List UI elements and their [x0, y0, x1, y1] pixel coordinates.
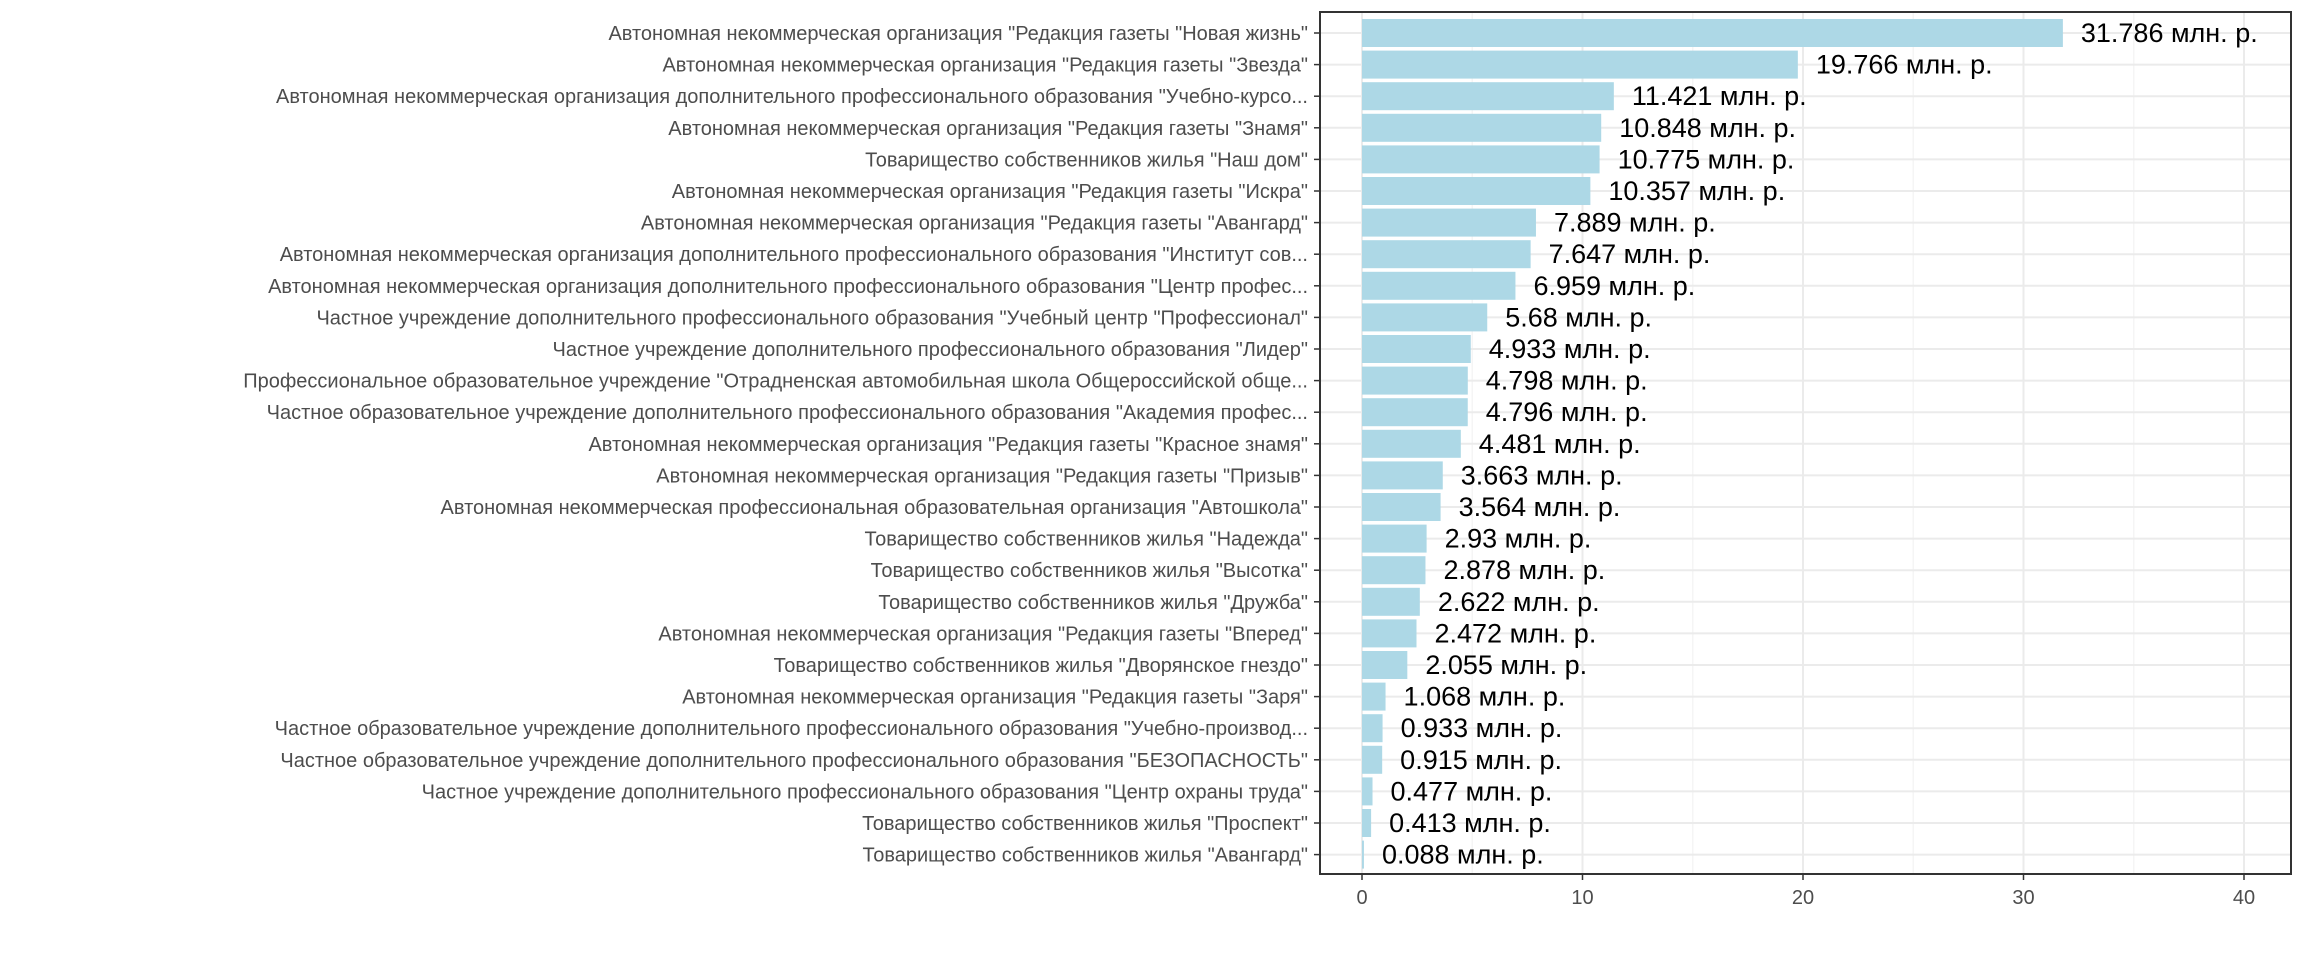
data-label: 2.93 млн. р. [1445, 524, 1592, 554]
data-label: 19.766 млн. р. [1816, 50, 1993, 80]
category-label: Частное учреждение дополнительного профе… [316, 307, 1308, 329]
category-label: Автономная некоммерческая организация "Р… [662, 55, 1308, 77]
category-label: Автономная некоммерческая профессиональн… [441, 497, 1308, 519]
data-label: 5.68 млн. р. [1505, 302, 1652, 332]
category-label: Автономная некоммерческая организация "Р… [656, 465, 1308, 487]
bar-layer [1362, 19, 2063, 869]
data-label: 10.848 млн. р. [1619, 113, 1796, 143]
data-label: 4.481 млн. р. [1479, 429, 1641, 459]
data-label: 3.663 млн. р. [1461, 460, 1623, 490]
panel-border [1319, 11, 2292, 875]
data-label: 4.798 млн. р. [1486, 366, 1648, 396]
category-label: Частное учреждение дополнительного профе… [553, 339, 1308, 361]
bar [1362, 493, 1441, 521]
bar [1362, 809, 1372, 837]
category-label: Товарищество собственников жилья "Дружба… [878, 592, 1308, 614]
data-label: 2.472 млн. р. [1435, 618, 1597, 648]
category-label: Товарищество собственников жилья "Аванга… [863, 845, 1308, 867]
data-label: 7.889 млн. р. [1554, 208, 1716, 238]
data-label: 6.959 млн. р. [1533, 271, 1695, 301]
data-label: 3.564 млн. р. [1459, 492, 1621, 522]
bar [1362, 556, 1426, 585]
data-label: 0.088 млн. р. [1382, 840, 1544, 870]
category-label: Автономная некоммерческая организация "Р… [658, 623, 1308, 645]
category-label: Автономная некоммерческая организация "Р… [682, 687, 1308, 709]
x-tick-label: 30 [2012, 887, 2034, 909]
bar [1362, 82, 1614, 111]
category-label: Автономная некоммерческая организация "Р… [672, 181, 1308, 203]
x-tick-label: 0 [1356, 887, 1367, 909]
category-label: Товарищество собственников жилья "Дворян… [774, 655, 1308, 677]
bar [1362, 682, 1386, 711]
data-label: 31.786 млн. р. [2081, 18, 2258, 48]
category-label: Автономная некоммерческая организация "Р… [641, 213, 1308, 235]
bar [1362, 113, 1602, 142]
data-label: 1.068 млн. р. [1404, 682, 1566, 712]
category-label: Частное учреждение дополнительного профе… [422, 781, 1308, 803]
data-label: 7.647 млн. р. [1549, 239, 1711, 269]
bar [1362, 651, 1408, 679]
x-tick-label: 20 [1792, 887, 1814, 909]
data-label: 10.775 млн. р. [1618, 144, 1795, 174]
bar [1362, 240, 1531, 269]
bar [1362, 145, 1600, 174]
data-label: 2.055 млн. р. [1425, 650, 1587, 680]
category-label: Профессиональное образовательное учрежде… [243, 371, 1308, 393]
x-tick-label: 40 [2233, 887, 2255, 909]
category-label: Товарищество собственников жилья "Высотк… [871, 560, 1308, 582]
category-label-layer: Автономная некоммерческая организация "Р… [243, 23, 1320, 867]
bar [1362, 177, 1591, 205]
category-label: Автономная некоммерческая организация до… [276, 86, 1308, 108]
category-label: Товарищество собственников жилья "Наш до… [865, 149, 1308, 171]
category-label: Частное образовательное учреждение допол… [267, 402, 1308, 424]
data-label: 4.933 млн. р. [1489, 334, 1651, 364]
data-label: 0.915 млн. р. [1400, 745, 1562, 775]
data-label: 11.421 млн. р. [1632, 81, 1807, 111]
data-label: 0.413 млн. р. [1389, 808, 1551, 838]
data-label: 0.933 млн. р. [1401, 713, 1563, 743]
bar [1362, 587, 1420, 616]
bar [1362, 50, 1798, 79]
bar [1362, 19, 2063, 47]
category-label: Автономная некоммерческая организация до… [268, 276, 1308, 298]
bar [1362, 777, 1373, 806]
x-axis: 0 10 20 30 40 [1319, 11, 2292, 909]
category-label: Товарищество собственников жилья "Проспе… [862, 813, 1308, 835]
category-label: Товарищество собственников жилья "Надежд… [864, 529, 1308, 551]
category-label: Автономная некоммерческая организация "Р… [668, 118, 1308, 140]
category-label: Автономная некоммерческая организация до… [280, 244, 1308, 266]
bar [1362, 524, 1427, 553]
data-label: 2.622 млн. р. [1438, 587, 1600, 617]
bar [1362, 840, 1364, 869]
bar [1362, 429, 1461, 458]
data-label: 4.796 млн. р. [1486, 397, 1648, 427]
bar [1362, 208, 1536, 237]
bar [1362, 303, 1488, 332]
bar [1362, 366, 1468, 395]
bar [1362, 335, 1471, 363]
data-label: 0.477 млн. р. [1391, 776, 1553, 806]
category-label: Автономная некоммерческая организация "Р… [588, 434, 1308, 456]
data-label: 2.878 млн. р. [1443, 555, 1605, 585]
data-label: 10.357 млн. р. [1608, 176, 1785, 206]
bar [1362, 271, 1516, 300]
category-label: Автономная некоммерческая организация "Р… [608, 23, 1308, 45]
x-tick-label: 10 [1571, 887, 1593, 909]
bar [1362, 745, 1383, 774]
data-label-layer: 31.786 млн. р. 19.766 млн. р. 11.421 млн. … [1382, 18, 2258, 870]
bar [1362, 461, 1443, 490]
bar [1362, 398, 1468, 427]
category-label: Частное образовательное учреждение допол… [275, 718, 1308, 740]
bar [1362, 714, 1383, 743]
category-label: Частное образовательное учреждение допол… [280, 750, 1308, 772]
bar [1362, 619, 1417, 648]
